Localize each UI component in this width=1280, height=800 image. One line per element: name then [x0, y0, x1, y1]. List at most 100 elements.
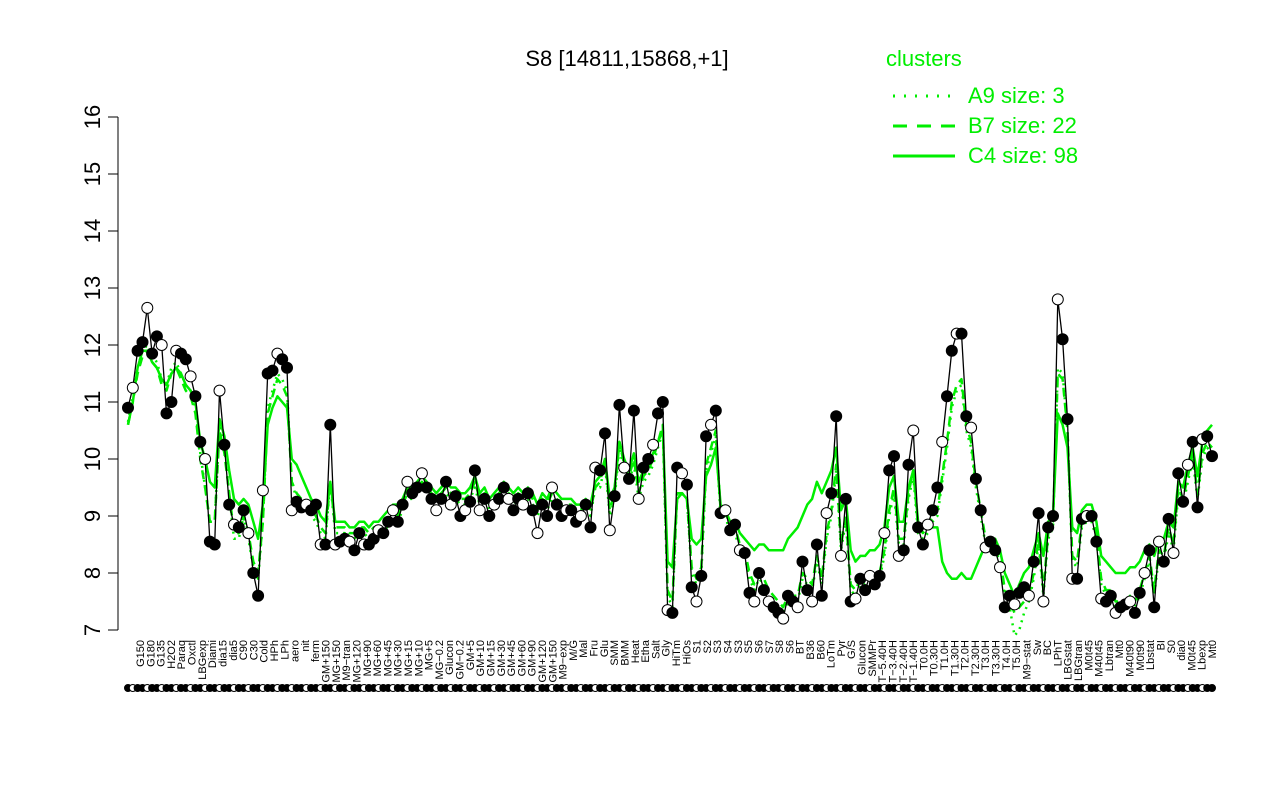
- data-point: [420, 481, 433, 494]
- data-point: [1162, 512, 1175, 525]
- y-tick-label: 9: [80, 510, 105, 522]
- data-point: [1042, 521, 1055, 534]
- x-tick-label: Lbstat: [1145, 640, 1157, 670]
- x-tick-label: M0t90: [1135, 640, 1147, 671]
- x-tick-label: M0t45: [1083, 640, 1095, 671]
- x-tick-label: S5: [743, 640, 755, 653]
- data-point: [830, 410, 843, 423]
- x-axis: G150G180G135H2O2ParaqOxctlLBGexpDiamidia…: [124, 639, 1219, 692]
- data-point: [136, 336, 149, 349]
- data-point: [155, 339, 168, 351]
- y-tick-label: 13: [80, 276, 105, 300]
- legend-entry-b7: B7 size: 22: [968, 113, 1077, 138]
- data-point: [247, 567, 260, 579]
- data-point: [594, 464, 607, 477]
- data-point: [810, 538, 823, 551]
- data-point: [165, 396, 178, 408]
- data-point: [218, 438, 231, 451]
- x-tick-label: MG+45: [382, 640, 394, 676]
- data-point: [237, 504, 250, 517]
- data-point: [916, 538, 929, 551]
- x-tick-label: M40t45: [1094, 640, 1106, 677]
- data-point: [1157, 555, 1170, 568]
- data-point: [907, 424, 920, 437]
- x-tick-label: Glu: [599, 640, 611, 657]
- x-tick-label: Lbexp: [1197, 640, 1209, 670]
- x-tick-label: dia0: [1176, 640, 1188, 661]
- data-point: [353, 527, 366, 540]
- data-point: [902, 458, 915, 471]
- data-point: [1061, 413, 1074, 426]
- data-point: [531, 527, 544, 540]
- data-point: [324, 418, 337, 431]
- data-point: [888, 450, 900, 463]
- data-point: [974, 504, 987, 517]
- data-point: [473, 504, 486, 517]
- x-tick-label: Sw: [1032, 640, 1044, 655]
- x-tick-label: Glucon: [444, 640, 456, 675]
- data-point: [1206, 450, 1218, 463]
- data-point: [1124, 595, 1137, 608]
- data-point: [1071, 572, 1084, 585]
- data-point: [801, 584, 814, 597]
- data-point: [396, 498, 409, 511]
- cluster-line-dotted: [126, 343, 1213, 637]
- data-point: [873, 569, 886, 582]
- data-point: [796, 555, 809, 568]
- data-point: [1133, 586, 1146, 599]
- data-point: [825, 487, 838, 500]
- x-tick-label: T2.0H: [960, 640, 972, 670]
- data-point: [546, 481, 558, 494]
- chart-title: S8 [14811,15868,+1]: [525, 46, 728, 71]
- data-point: [1056, 333, 1069, 346]
- x-tick-label: T4.0H: [1001, 640, 1013, 670]
- x-tick-label: LBGexp: [197, 640, 209, 680]
- data-point: [266, 364, 279, 377]
- y-axis: 7 8 9 10 11 12 13 14 15 16: [80, 105, 119, 636]
- x-tick-label: T−5.40H: [877, 640, 889, 683]
- x-tick-label: ferm: [310, 640, 322, 662]
- x-tick-label: Etha: [640, 639, 652, 663]
- data-point: [184, 370, 197, 383]
- data-point: [1153, 535, 1165, 548]
- x-tick-label: MG+60: [372, 640, 384, 676]
- expression-line: [127, 298, 1213, 620]
- x-tick-label: LPhT: [1052, 640, 1064, 667]
- data-point: [213, 384, 226, 397]
- data-point: [199, 453, 212, 465]
- data-point: [232, 521, 245, 534]
- data-point: [122, 401, 134, 414]
- x-tick-label: M9−tran: [341, 640, 353, 681]
- data-point: [642, 453, 655, 465]
- x-tick-label: MG+150: [331, 640, 343, 683]
- x-tick-label: HPh: [269, 640, 281, 661]
- data-point: [517, 498, 530, 511]
- data-point: [859, 584, 872, 597]
- x-tick-label: T−1.40H: [908, 640, 920, 683]
- x-rug-mark: [1208, 684, 1216, 692]
- x-tick-label: T−3.40H: [888, 640, 900, 683]
- x-tick-label: BI: [1156, 640, 1168, 650]
- x-tick-label: LPh: [279, 640, 291, 660]
- data-point: [242, 527, 255, 540]
- x-tick-label: GM+15: [486, 640, 498, 676]
- x-tick-label: T0.30H: [929, 640, 941, 676]
- data-point: [989, 544, 1002, 557]
- x-tick-label: Diami: [207, 640, 219, 668]
- legend-title: clusters: [886, 46, 962, 71]
- data-point: [256, 484, 269, 497]
- x-tick-label: M9−stat: [1022, 640, 1034, 679]
- data-point: [1167, 547, 1180, 559]
- x-tick-label: H2O2: [166, 640, 178, 669]
- y-tick-label: 15: [80, 162, 105, 186]
- plot-area: [122, 293, 1218, 637]
- data-point: [387, 504, 399, 517]
- data-point: [936, 435, 949, 448]
- data-point: [931, 481, 944, 494]
- x-tick-label: S8: [774, 640, 786, 653]
- x-tick-label: B36: [805, 640, 817, 660]
- data-point: [526, 504, 539, 517]
- x-tick-label: Oxctl: [187, 640, 199, 665]
- data-point: [435, 492, 448, 505]
- x-tick-label: Paraq: [176, 640, 188, 669]
